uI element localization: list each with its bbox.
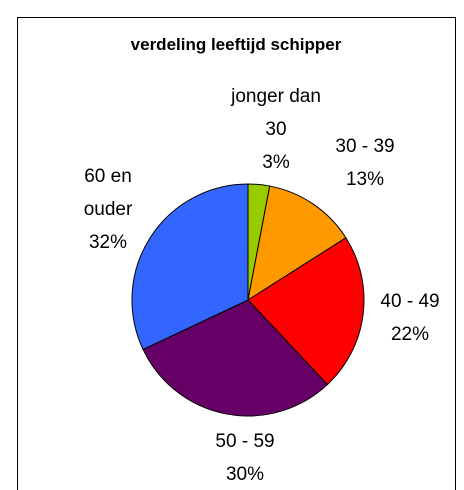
category-label: 60 en ouder <box>83 166 133 220</box>
slice-label: 50 - 59 30% <box>195 425 295 490</box>
value-label: 22% <box>390 324 430 345</box>
pie-slice <box>247 185 347 302</box>
slice-label: 40 - 49 22% <box>360 285 460 351</box>
category-label: 40 - 49 <box>380 291 440 312</box>
slice-label: 60 en ouder 32% <box>73 160 143 259</box>
pie-slice <box>247 237 365 386</box>
value-label: 13% <box>345 169 385 190</box>
pie-slice <box>131 183 249 351</box>
value-label: 30% <box>225 464 265 485</box>
slice-label: 30 - 39 13% <box>315 130 415 196</box>
value-label: 32% <box>88 232 128 253</box>
chart-title: verdeling leeftijd schipper <box>130 35 342 54</box>
category-label: 50 - 59 <box>215 431 275 452</box>
category-label: 30 - 39 <box>335 136 395 157</box>
value-label: 3% <box>262 152 290 173</box>
category-label: jonger dan 30 <box>231 86 321 140</box>
slice-label: jonger dan 30 3% <box>231 80 321 179</box>
pie-slice <box>142 299 329 417</box>
